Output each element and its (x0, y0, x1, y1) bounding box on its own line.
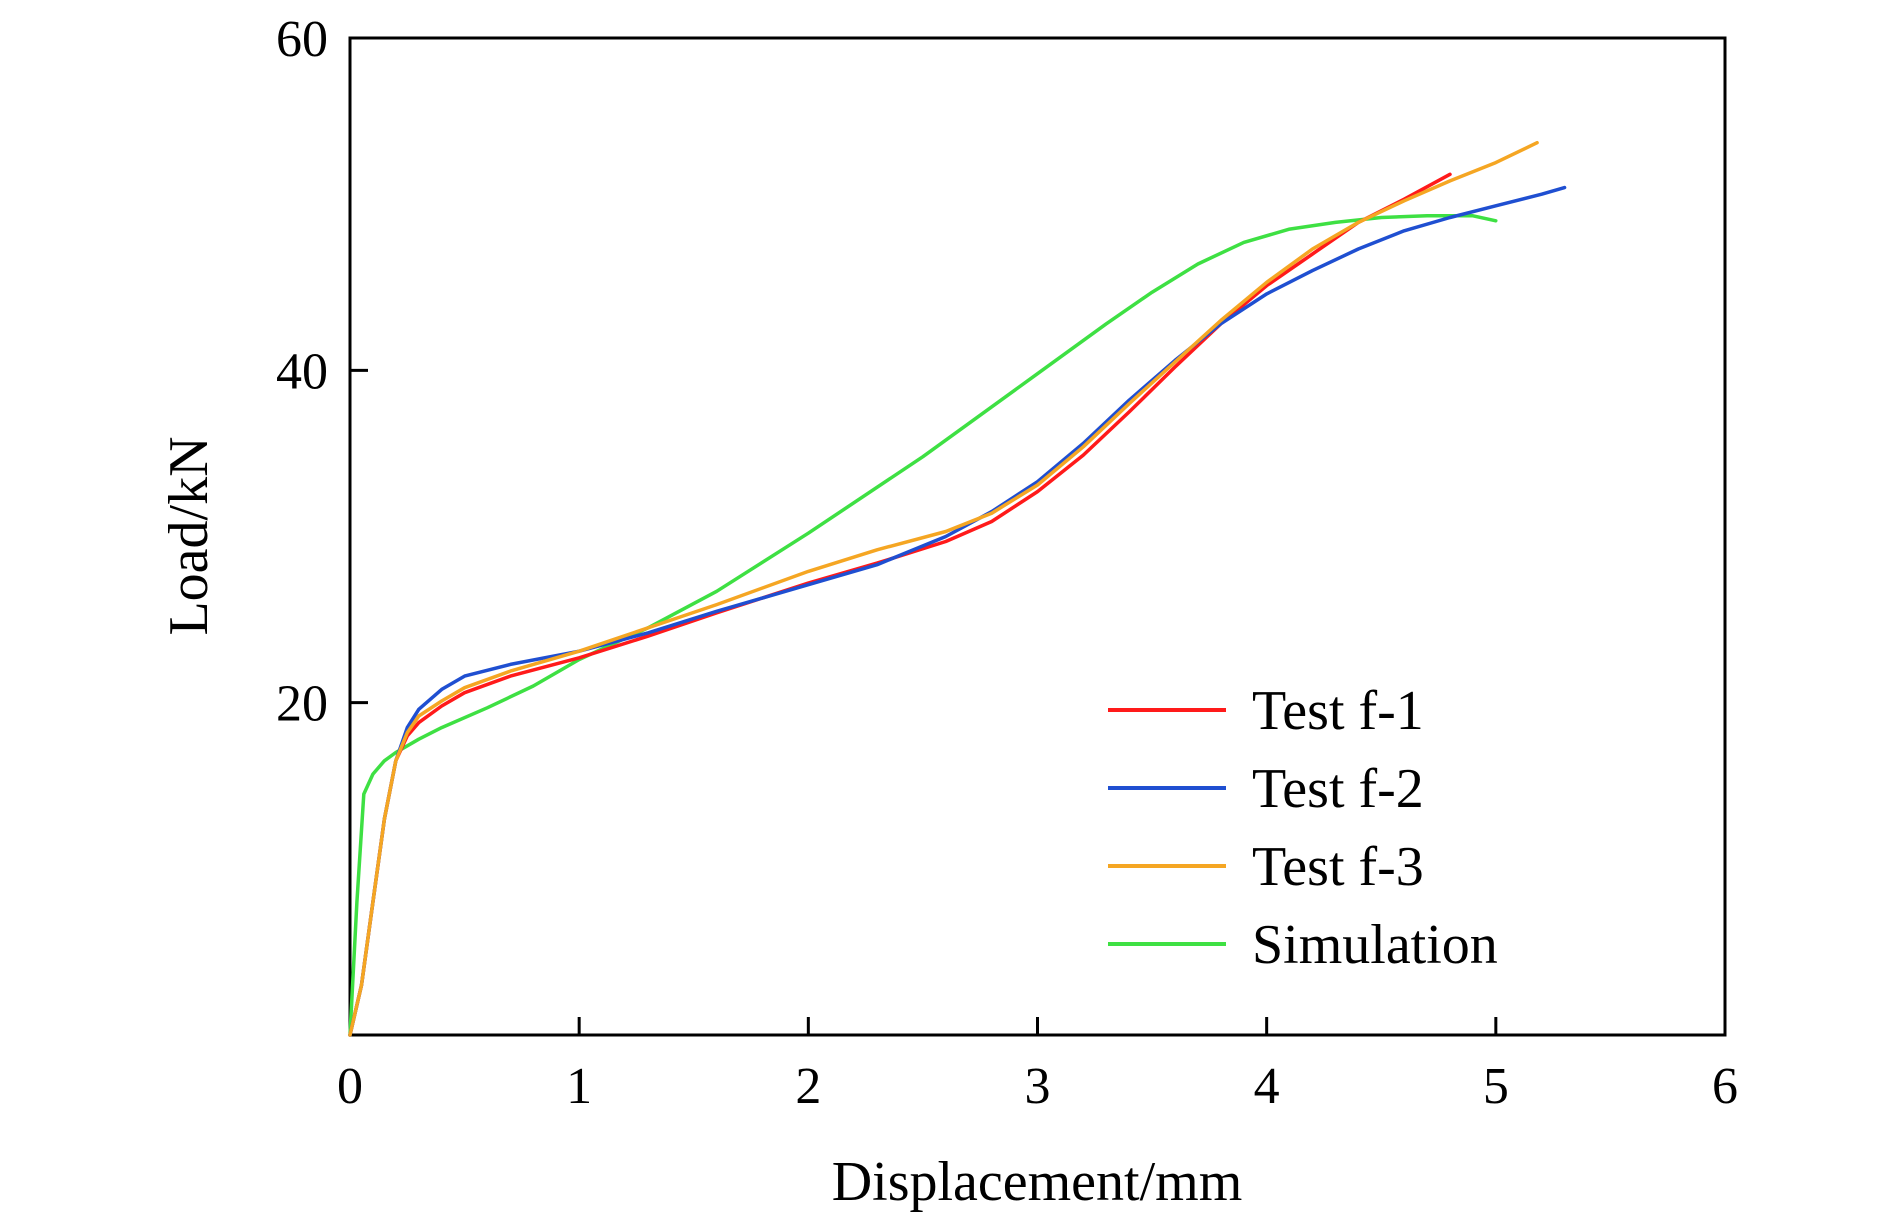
series-lines (348, 140, 1567, 1037)
x-tick-label: 6 (1712, 1058, 1738, 1115)
series-line-simulation (348, 214, 1498, 1037)
y-axis-ticks: 20 40 60 (276, 11, 368, 733)
x-axis-ticks: 0 1 2 3 4 5 6 (337, 1017, 1738, 1115)
legend-label: Test f-1 (1252, 680, 1424, 742)
y-tick-label: 40 (276, 343, 328, 400)
plot-frame (348, 36, 1727, 1037)
x-tick-label: 2 (795, 1058, 821, 1115)
y-tick-label: 60 (276, 11, 328, 68)
series-line-test-f-2 (348, 185, 1567, 1037)
legend-label: Test f-3 (1252, 836, 1424, 898)
y-tick-label: 20 (276, 676, 328, 733)
series-line-test-f-1 (348, 172, 1452, 1037)
x-tick-label: 1 (566, 1058, 592, 1115)
y-axis-title: Load/kN (158, 436, 220, 635)
x-axis-title: Displacement/mm (832, 1151, 1243, 1213)
x-tick-label: 3 (1025, 1058, 1051, 1115)
legend: Test f-1 Test f-2 Test f-3 Simulation (1108, 680, 1498, 976)
legend-label: Test f-2 (1252, 758, 1424, 820)
x-tick-label: 0 (337, 1058, 363, 1115)
legend-label: Simulation (1252, 914, 1498, 976)
x-tick-label: 4 (1254, 1058, 1280, 1115)
series-line-test-f-3 (348, 140, 1539, 1037)
x-tick-label: 5 (1483, 1058, 1509, 1115)
